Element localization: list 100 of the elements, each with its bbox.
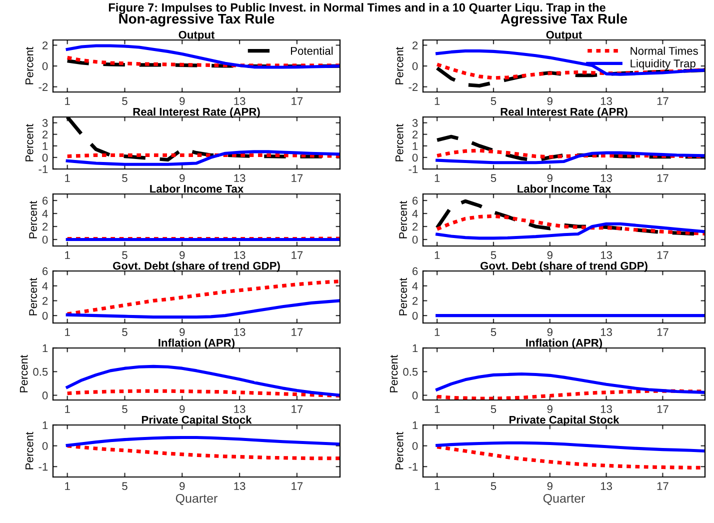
y-tick-label: 0.5: [403, 368, 418, 376]
line-series: [436, 222, 705, 240]
x-tick-label: 9: [547, 251, 552, 260]
x-tick-label: 13: [234, 174, 246, 182]
x-tick-label: 9: [180, 405, 185, 414]
chart-title: Govt. Debt (share of trend GDP): [113, 262, 280, 272]
y-tick-label: -2: [408, 83, 418, 91]
x-tick-label: 13: [600, 328, 612, 336]
chart-title: Govt. Debt (share of trend GDP): [480, 262, 648, 272]
line-series: [66, 444, 340, 460]
x-tick-label: 13: [234, 482, 246, 490]
chart-title: Real Interest Rate (APR): [133, 108, 260, 118]
x-tick-label: 13: [234, 405, 246, 414]
y-tick-label: 0: [42, 442, 48, 450]
x-tick-label: 1: [434, 251, 440, 259]
y-tick-label: 6: [412, 196, 418, 205]
y-tick-label: -2: [38, 83, 48, 91]
line-series: [66, 56, 340, 68]
x-tick-label: 9: [180, 174, 185, 182]
line-series: [66, 44, 340, 69]
x-tick-label: 5: [122, 405, 128, 414]
y-axis-title: Percent: [26, 46, 34, 84]
chart-title: Inflation (APR): [526, 338, 602, 349]
y-tick-label: 2: [42, 130, 48, 138]
x-tick-label: 17: [292, 97, 303, 105]
y-axis-title: Percent: [26, 124, 34, 162]
x-tick-label: 17: [657, 405, 668, 413]
line-series: [66, 436, 340, 447]
line-series: [66, 150, 340, 166]
x-tick-label: 13: [600, 405, 612, 414]
x-tick-label: 1: [65, 328, 70, 336]
y-axis-title: Percent: [396, 432, 404, 470]
x-tick-label: 5: [122, 251, 128, 260]
y-tick-label: -1: [408, 462, 418, 471]
y-tick-label: 0: [412, 392, 418, 400]
y-tick-label: 0: [412, 62, 418, 70]
y-tick-label: 1: [42, 421, 48, 430]
y-tick-label: 0: [42, 154, 48, 162]
line-series: [66, 364, 340, 397]
x-tick-label: 9: [180, 482, 185, 490]
y-tick-label: 0: [42, 236, 48, 244]
x-tick-label: 9: [180, 328, 185, 336]
y-tick-label: 2: [42, 41, 48, 50]
x-tick-label: 5: [122, 97, 128, 106]
chart-title: Private Capital Stock: [142, 416, 252, 426]
y-tick-label: 0: [412, 442, 418, 450]
y-tick-label: 3: [412, 119, 418, 127]
legend-label: Normal Times: [630, 46, 698, 55]
y-axis-title: Percent: [396, 124, 404, 162]
y-tick-label: 3: [42, 119, 48, 127]
chart-title: Output: [178, 30, 215, 41]
caption: Figure 7: Impulses to Public Invest. in Normal Times and in a 10 Quarter Liqu. Trap in the: [108, 3, 606, 14]
x-tick-label: 13: [600, 482, 612, 490]
x-tick-label: 5: [122, 174, 128, 182]
x-tick-label: 13: [234, 97, 246, 106]
x-tick-label: 1: [65, 405, 70, 413]
y-tick-label: 0.5: [33, 368, 48, 376]
y-tick-label: 2: [412, 296, 418, 305]
y-axis-title: Percent: [20, 354, 28, 392]
x-tick-label: 13: [234, 251, 246, 260]
y-tick-label: 0: [42, 312, 48, 320]
x-tick-label: 5: [490, 174, 496, 182]
x-tick-label: 17: [657, 482, 668, 490]
y-axis-title: Percent: [396, 46, 404, 84]
y-tick-label: 0: [412, 154, 418, 162]
y-tick-label: -1: [408, 165, 418, 174]
y-tick-label: 6: [412, 267, 418, 276]
x-tick-label: 5: [122, 328, 128, 336]
chart-title: Labor Income Tax: [518, 184, 612, 193]
chart-title: Private Capital Stock: [509, 416, 620, 426]
x-tick-label: 5: [490, 482, 496, 490]
x-tick-label: 17: [657, 97, 668, 105]
x-tick-label: 1: [434, 328, 440, 336]
chart-title: Real Interest Rate (APR): [500, 108, 628, 118]
x-tick-label: 1: [434, 482, 440, 490]
x-tick-label: 9: [547, 482, 552, 490]
x-tick-label: 17: [292, 482, 303, 490]
x-tick-label: 17: [292, 174, 303, 182]
x-tick-label: 5: [122, 482, 128, 490]
x-tick-label: 5: [490, 328, 496, 336]
x-tick-label: 13: [600, 97, 612, 106]
x-tick-label: 9: [547, 328, 552, 336]
x-tick-label: 1: [434, 174, 440, 182]
x-tick-label: 17: [292, 328, 303, 336]
y-axis-title: Percent: [29, 278, 37, 316]
chart-title: Output: [546, 30, 582, 41]
y-axis-title: Percent: [29, 200, 37, 238]
line-series: [436, 372, 705, 394]
line-series: [436, 151, 705, 164]
y-axis-title: Percent: [399, 200, 407, 238]
x-tick-label: 17: [657, 251, 668, 259]
x-axis-title: Quarter: [176, 494, 218, 506]
y-tick-label: -1: [38, 462, 48, 471]
chart-subtitle: Agressive Tax Rule: [500, 13, 628, 27]
x-tick-label: 17: [657, 174, 668, 182]
x-tick-label: 9: [547, 97, 552, 106]
y-tick-label: 1: [412, 344, 418, 352]
y-tick-label: 6: [42, 196, 48, 205]
x-tick-label: 17: [292, 405, 303, 413]
chart-subtitle: Non-agressive Tax Rule: [119, 13, 274, 27]
